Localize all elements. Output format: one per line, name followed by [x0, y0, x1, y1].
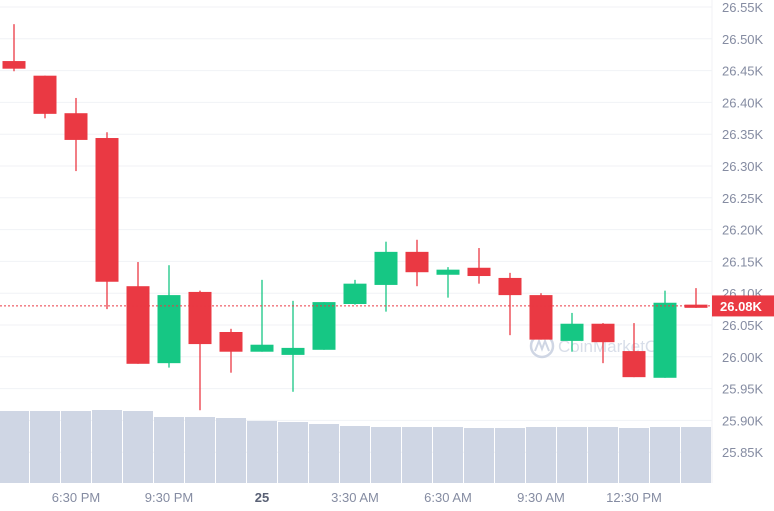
x-tick-label: 9:30 PM — [145, 490, 193, 505]
candle-up — [157, 265, 181, 368]
volume-bar — [371, 427, 401, 483]
volume-bar — [681, 427, 711, 483]
volume-bar — [495, 428, 525, 483]
volume-bar — [185, 417, 215, 483]
candle-up — [312, 302, 336, 350]
volume-bar — [247, 421, 277, 483]
candle-body — [560, 323, 584, 341]
y-tick-label: 25.95K — [722, 382, 764, 397]
y-tick-label: 26.35K — [722, 127, 764, 142]
volume-bar — [278, 422, 308, 483]
candle-body — [157, 295, 181, 364]
grid-lines — [0, 6, 712, 453]
x-tick-label: 9:30 AM — [517, 490, 565, 505]
y-tick-label: 25.85K — [722, 445, 764, 460]
candle-body — [188, 291, 212, 345]
candle-down — [219, 328, 243, 373]
candle-down — [33, 75, 57, 119]
y-tick-label: 26.45K — [722, 64, 764, 79]
volume-bar — [526, 427, 556, 483]
volume-bar — [0, 411, 29, 483]
volume-bar — [309, 424, 339, 483]
volume-bar — [154, 417, 184, 483]
candle-down — [467, 248, 491, 284]
current-price-tag — [712, 295, 774, 317]
volume-bar — [402, 427, 432, 483]
candle-body — [529, 295, 553, 340]
candle-down — [95, 132, 119, 310]
volume-bar — [123, 411, 153, 483]
volume-bar — [61, 411, 91, 483]
y-tick-label: 26.30K — [722, 159, 764, 174]
candle-body — [374, 251, 398, 285]
candle-body — [33, 75, 57, 114]
candle-up — [653, 290, 677, 378]
y-tick-label: 26.00K — [722, 350, 764, 365]
candle-body — [126, 286, 150, 364]
volume-bar — [464, 428, 494, 483]
y-tick-label: 26.05K — [722, 318, 764, 333]
candle-down — [188, 290, 212, 411]
candle-body — [405, 251, 429, 273]
volume-bar — [433, 427, 463, 483]
candle-up — [281, 300, 305, 392]
candle-up — [374, 241, 398, 312]
y-tick-label: 26.55K — [722, 0, 764, 15]
x-tick-label: 12:30 PM — [606, 490, 662, 505]
x-tick-label: 25 — [255, 490, 269, 505]
candle-down — [405, 239, 429, 287]
volume-bar — [340, 426, 370, 483]
candle-body — [591, 323, 615, 343]
candle-body — [64, 113, 88, 140]
volume-bar — [650, 427, 680, 483]
current-price-label: 26.08K — [720, 299, 763, 314]
volume-bars — [0, 410, 711, 483]
volume-bar — [216, 418, 246, 483]
candle-up — [560, 312, 584, 352]
candle-up — [343, 279, 367, 305]
x-axis: 6:30 PM 9:30 PM 25 3:30 AM 6:30 AM 9:30 AM 12:… — [52, 490, 662, 505]
y-tick-label: 26.50K — [722, 32, 764, 47]
candle-down — [2, 24, 26, 72]
candle-up — [436, 267, 460, 298]
y-tick-label: 26.20K — [722, 223, 764, 238]
y-tick-label: 25.90K — [722, 413, 764, 428]
watermark-coinmarketcap: CoinMarketCap — [558, 337, 676, 356]
candle-body — [281, 347, 305, 355]
candle-body — [343, 283, 367, 305]
candle-body — [467, 267, 491, 277]
candle-body — [2, 61, 26, 69]
y-tick-label: 26.40K — [722, 95, 764, 110]
candle-down — [498, 272, 522, 336]
candle-down — [622, 323, 646, 378]
x-tick-label: 6:30 AM — [424, 490, 472, 505]
volume-bar — [30, 411, 60, 483]
x-tick-label: 3:30 AM — [331, 490, 379, 505]
volume-bar — [619, 428, 649, 483]
y-tick-label: 26.25K — [722, 191, 764, 206]
candle-body — [622, 351, 646, 378]
candle-body — [653, 302, 677, 378]
volume-bar — [557, 427, 587, 483]
candle-down — [126, 262, 150, 364]
volume-bar — [92, 410, 122, 483]
candle-body — [436, 269, 460, 275]
candle-down — [591, 323, 615, 364]
candle-down — [684, 288, 708, 308]
x-tick-label: 6:30 PM — [52, 490, 100, 505]
candle-up — [250, 279, 274, 352]
candle-body — [250, 344, 274, 352]
y-axis: 26.55K 26.50K 26.45K 26.40K 26.35K 26.30K 26.2… — [722, 0, 764, 460]
candle-body — [95, 138, 119, 282]
candle-body — [312, 302, 336, 350]
y-tick-label: 26.15K — [722, 254, 764, 269]
candle-down — [529, 293, 553, 340]
candle-body — [498, 277, 522, 296]
candles — [2, 24, 708, 411]
candle-down — [64, 97, 88, 172]
volume-bar — [588, 427, 618, 483]
candle-body — [219, 331, 243, 352]
